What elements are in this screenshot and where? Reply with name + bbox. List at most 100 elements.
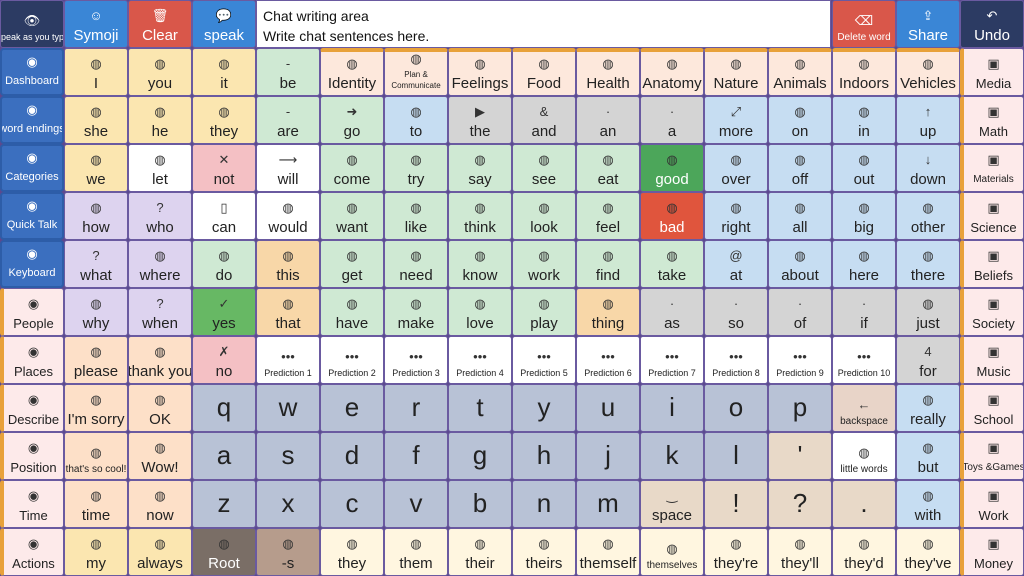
word-can[interactable]: ▯ can	[192, 192, 256, 240]
word-get[interactable]: ◍ get	[320, 240, 384, 288]
word-they[interactable]: ◍ they	[192, 96, 256, 144]
word-we[interactable]: ◍ we	[64, 144, 128, 192]
word-love[interactable]: ◍ love	[448, 288, 512, 336]
word-look[interactable]: ◍ look	[512, 192, 576, 240]
word-but[interactable]: ◍ but	[896, 432, 960, 480]
key-v[interactable]: v	[384, 480, 448, 528]
word-that-s-so-cool[interactable]: ◍ that's so cool!	[64, 432, 128, 480]
clear-button[interactable]: 🗑 Clear	[128, 0, 192, 48]
word-will[interactable]: ⟶ will	[256, 144, 320, 192]
word-out[interactable]: ◍ out	[832, 144, 896, 192]
key-f[interactable]: f	[384, 432, 448, 480]
word-to[interactable]: ◍ to	[384, 96, 448, 144]
word-feelings[interactable]: ◍ Feelings	[448, 48, 512, 96]
word-good[interactable]: ◍ good	[640, 144, 704, 192]
word-time[interactable]: ◍ time	[64, 480, 128, 528]
share-button[interactable]: ⇪ Share	[896, 0, 960, 48]
word-are[interactable]: - are	[256, 96, 320, 144]
word-themself[interactable]: ◍ themself	[576, 528, 640, 576]
word-root[interactable]: ◍ Root	[192, 528, 256, 576]
word-need[interactable]: ◍ need	[384, 240, 448, 288]
word-nature[interactable]: ◍ Nature	[704, 48, 768, 96]
word-they[interactable]: ◍ they	[320, 528, 384, 576]
word-prediction-9[interactable]: ••• Prediction 9	[768, 336, 832, 384]
key-t[interactable]: t	[448, 384, 512, 432]
word-just[interactable]: ◍ just	[896, 288, 960, 336]
word-be[interactable]: - be	[256, 48, 320, 96]
word-really[interactable]: ◍ really	[896, 384, 960, 432]
word-vehicles[interactable]: ◍ Vehicles	[896, 48, 960, 96]
word-prediction-8[interactable]: ••• Prediction 8	[704, 336, 768, 384]
key-k[interactable]: k	[640, 432, 704, 480]
word-backspace[interactable]: ← backspace	[832, 384, 896, 432]
speak-as-you-type-button[interactable]: 👁 Speak as you type	[0, 0, 64, 48]
word-right[interactable]: ◍ right	[704, 192, 768, 240]
word-they-ll[interactable]: ◍ they'll	[768, 528, 832, 576]
nav-categories[interactable]: ◉ Categories	[0, 144, 64, 192]
nav-word-endings[interactable]: ◉ word endings	[0, 96, 64, 144]
key-x[interactable]: x	[256, 480, 320, 528]
word-they-ve[interactable]: ◍ they've	[896, 528, 960, 576]
word-bad[interactable]: ◍ bad	[640, 192, 704, 240]
word-like[interactable]: ◍ like	[384, 192, 448, 240]
word-my[interactable]: ◍ my	[64, 528, 128, 576]
word-there[interactable]: ◍ there	[896, 240, 960, 288]
word-prediction-10[interactable]: ••• Prediction 10	[832, 336, 896, 384]
word-i-m-sorry[interactable]: ◍ I'm sorry	[64, 384, 128, 432]
key-p[interactable]: p	[768, 384, 832, 432]
word-with[interactable]: ◍ with	[896, 480, 960, 528]
word-no[interactable]: ✗ no	[192, 336, 256, 384]
key-i[interactable]: i	[640, 384, 704, 432]
word-that[interactable]: ◍ that	[256, 288, 320, 336]
word-not[interactable]: ✕ not	[192, 144, 256, 192]
word-feel[interactable]: ◍ feel	[576, 192, 640, 240]
word-a[interactable]: · a	[640, 96, 704, 144]
key-o[interactable]: o	[704, 384, 768, 432]
folder-media[interactable]: ▣ Media	[960, 48, 1024, 96]
word-know[interactable]: ◍ know	[448, 240, 512, 288]
key-u[interactable]: u	[576, 384, 640, 432]
key-r[interactable]: r	[384, 384, 448, 432]
word-try[interactable]: ◍ try	[384, 144, 448, 192]
nav-dashboard[interactable]: ◉ Dashboard	[0, 48, 64, 96]
word-wow[interactable]: ◍ Wow!	[128, 432, 192, 480]
word-have[interactable]: ◍ have	[320, 288, 384, 336]
folder-toys-games[interactable]: ▣ Toys &Games	[960, 432, 1024, 480]
word-theirs[interactable]: ◍ theirs	[512, 528, 576, 576]
word-play[interactable]: ◍ play	[512, 288, 576, 336]
word-food[interactable]: ◍ Food	[512, 48, 576, 96]
key-n[interactable]: n	[512, 480, 576, 528]
key-sym[interactable]: '	[768, 432, 832, 480]
key-l[interactable]: l	[704, 432, 768, 480]
word-please[interactable]: ◍ please	[64, 336, 128, 384]
word-think[interactable]: ◍ think	[448, 192, 512, 240]
nav-places[interactable]: ◉ Places	[0, 336, 64, 384]
word-he[interactable]: ◍ he	[128, 96, 192, 144]
word-where[interactable]: ◍ where	[128, 240, 192, 288]
nav-actions[interactable]: ◉ Actions	[0, 528, 64, 576]
word-they-d[interactable]: ◍ they'd	[832, 528, 896, 576]
word-health[interactable]: ◍ Health	[576, 48, 640, 96]
undo-button[interactable]: ↶ Undo	[960, 0, 1024, 48]
word-she[interactable]: ◍ she	[64, 96, 128, 144]
folder-money[interactable]: ▣ Money	[960, 528, 1024, 576]
key-g[interactable]: g	[448, 432, 512, 480]
key-q[interactable]: q	[192, 384, 256, 432]
chat-writing-area[interactable]: Chat writing area Write chat sentences he…	[256, 0, 831, 48]
word-yes[interactable]: ✓ yes	[192, 288, 256, 336]
word-anatomy[interactable]: ◍ Anatomy	[640, 48, 704, 96]
word-so[interactable]: · so	[704, 288, 768, 336]
word-s[interactable]: ◍ -s	[256, 528, 320, 576]
folder-school[interactable]: ▣ School	[960, 384, 1024, 432]
word-let[interactable]: ◍ let	[128, 144, 192, 192]
word-would[interactable]: ◍ would	[256, 192, 320, 240]
word-indoors[interactable]: ◍ Indoors	[832, 48, 896, 96]
folder-music[interactable]: ▣ Music	[960, 336, 1024, 384]
key-e[interactable]: e	[320, 384, 384, 432]
speak-button[interactable]: 💬 speak	[192, 0, 256, 48]
nav-people[interactable]: ◉ People	[0, 288, 64, 336]
word-who[interactable]: ? who	[128, 192, 192, 240]
word-more[interactable]: ⤢ more	[704, 96, 768, 144]
key-sym[interactable]: ?	[768, 480, 832, 528]
word-animals[interactable]: ◍ Animals	[768, 48, 832, 96]
